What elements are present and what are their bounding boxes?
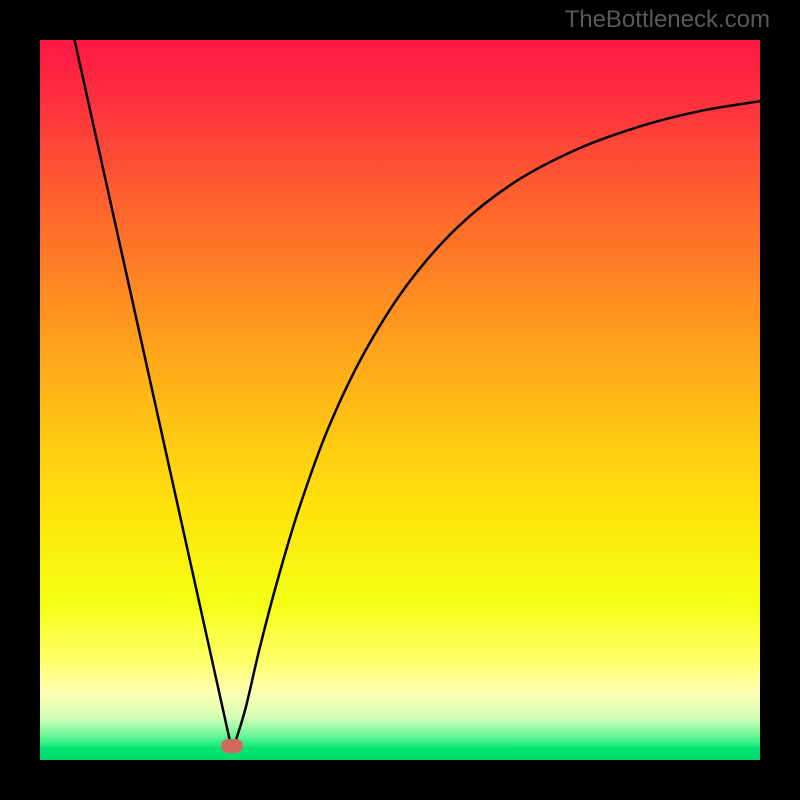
curve-path xyxy=(75,40,760,751)
bottleneck-curve xyxy=(40,40,760,760)
chart-container: TheBottleneck.com xyxy=(0,0,800,800)
watermark-text: TheBottleneck.com xyxy=(565,6,770,34)
plot-area xyxy=(40,40,760,760)
optimal-point-marker xyxy=(221,739,243,753)
